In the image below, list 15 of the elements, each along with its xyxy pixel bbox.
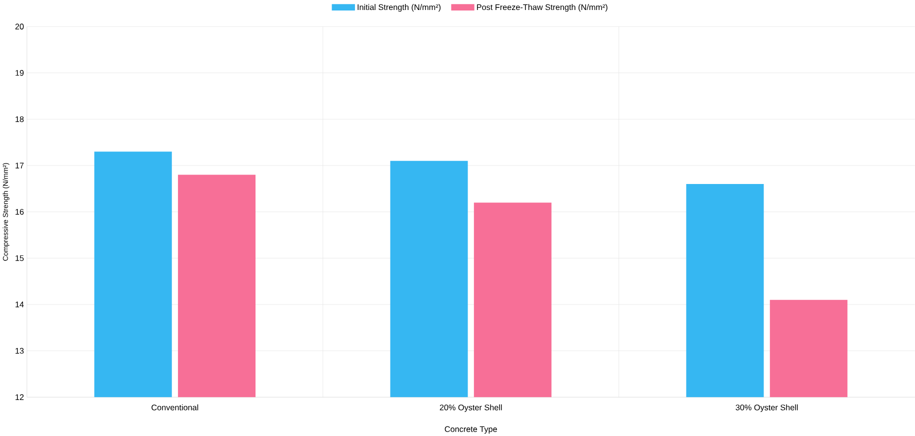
x-tick-label: Conventional xyxy=(152,404,198,410)
y-tick-label: 20 xyxy=(15,24,24,30)
x-axis-title: Concrete Type xyxy=(444,426,497,434)
x-tick-label: 20% Oyster Shell xyxy=(440,404,502,412)
y-tick-label: 12 xyxy=(16,394,24,400)
legend-label: Post Freeze-Thaw Strength (N/mm²) xyxy=(477,4,608,12)
y-tick-label: 17 xyxy=(16,162,24,168)
legend-label: Initial Strength (N/mm²) xyxy=(358,4,441,12)
y-tick-label: 16 xyxy=(16,208,24,215)
y-tick-label: 18 xyxy=(16,116,24,122)
y-tick-label: 19 xyxy=(16,70,24,76)
y-tick-label: 13 xyxy=(16,348,24,354)
y-tick-label: 15 xyxy=(16,255,24,261)
y-tick-label: 14 xyxy=(16,302,24,308)
x-tick-label: 30% Oyster Shell xyxy=(736,404,798,412)
